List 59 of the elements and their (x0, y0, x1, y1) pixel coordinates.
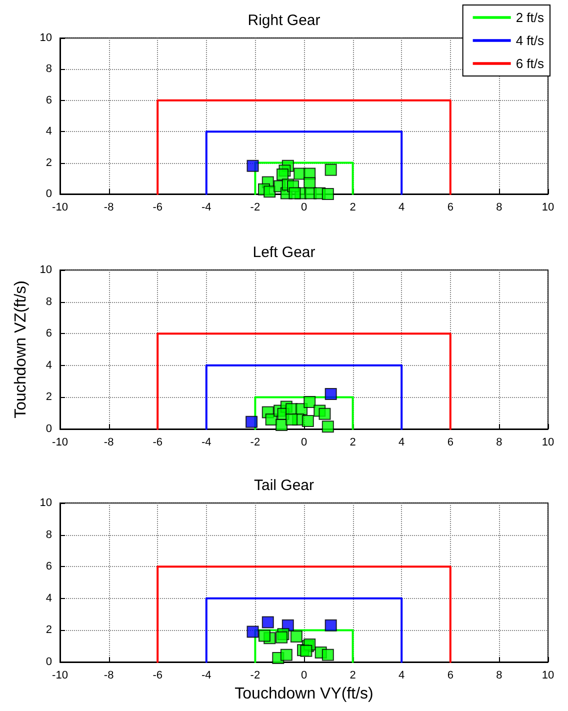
y-tick-label: 2 (46, 391, 52, 404)
x-tick-label: 4 (398, 436, 405, 448)
x-tick-label: 0 (300, 436, 308, 448)
y-tick-label: 0 (46, 188, 52, 200)
chart-title: Tail Gear (254, 477, 314, 494)
y-tick-label: 6 (46, 560, 52, 573)
x-tick-label: -2 (250, 436, 260, 448)
x-tick-label: -2 (250, 670, 260, 682)
x-tick-label: 4 (398, 202, 405, 214)
x-axis-title: Touchdown VY(ft/s) (234, 685, 374, 702)
y-tick-label: 0 (46, 423, 52, 435)
y-tick-label: 2 (46, 624, 52, 636)
x-tick-label: 2 (350, 670, 356, 682)
y-tick-label: 4 (46, 592, 52, 604)
x-tick-label: 0 (300, 202, 308, 214)
x-tick-label: -10 (52, 202, 68, 214)
y-tick-label: 8 (46, 528, 52, 541)
x-tick-label: 10 (542, 436, 554, 448)
legend-label: 6 ft/s (516, 56, 544, 71)
y-tick-label: 0 (46, 656, 52, 668)
legend-label: 4 ft/s (516, 33, 544, 48)
x-tick-label: 0 (300, 670, 308, 682)
x-tick-label: 6 (447, 202, 454, 214)
x-tick-label: 6 (447, 436, 454, 448)
x-tick-label: 6 (447, 670, 454, 682)
x-tick-label: 10 (542, 670, 554, 682)
x-tick-label: -6 (152, 436, 162, 448)
x-tick-label: -6 (152, 670, 162, 682)
x-tick-label: -4 (202, 436, 212, 448)
y-tick-label: 4 (46, 126, 52, 138)
x-tick-label: -2 (250, 202, 260, 214)
y-tick-label: 10 (40, 32, 52, 44)
y-tick-label: 8 (46, 63, 52, 76)
x-tick-label: -8 (104, 202, 114, 214)
chart-title: Left Gear (252, 244, 316, 261)
y-tick-label: 6 (46, 328, 52, 340)
x-tick-label: -4 (202, 670, 212, 682)
legend-label: 2 ft/s (516, 10, 544, 25)
y-tick-label: 6 (46, 94, 52, 106)
x-tick-label: 8 (496, 436, 502, 448)
y-tick-label: 10 (40, 264, 52, 276)
x-tick-label: -10 (52, 436, 68, 448)
x-tick-label: -8 (104, 670, 114, 682)
x-tick-label: -8 (104, 436, 114, 448)
y-tick-label: 2 (46, 156, 52, 169)
x-tick-label: -6 (152, 202, 162, 214)
x-tick-label: 4 (398, 670, 405, 682)
x-tick-label: 10 (542, 202, 554, 214)
y-tick-label: 8 (46, 296, 52, 308)
chart-title: Right Gear (248, 12, 320, 29)
x-tick-label: 2 (350, 436, 356, 448)
x-tick-label: 8 (496, 202, 502, 214)
y-tick-label: 10 (40, 497, 52, 509)
x-tick-label: 8 (496, 670, 502, 682)
x-tick-label: 2 (350, 202, 356, 214)
y-axis-title: Touchdown VZ(ft/s) (12, 280, 30, 418)
x-tick-label: -4 (202, 202, 212, 214)
y-tick-label: 4 (46, 359, 52, 372)
x-tick-label: -10 (52, 670, 68, 682)
